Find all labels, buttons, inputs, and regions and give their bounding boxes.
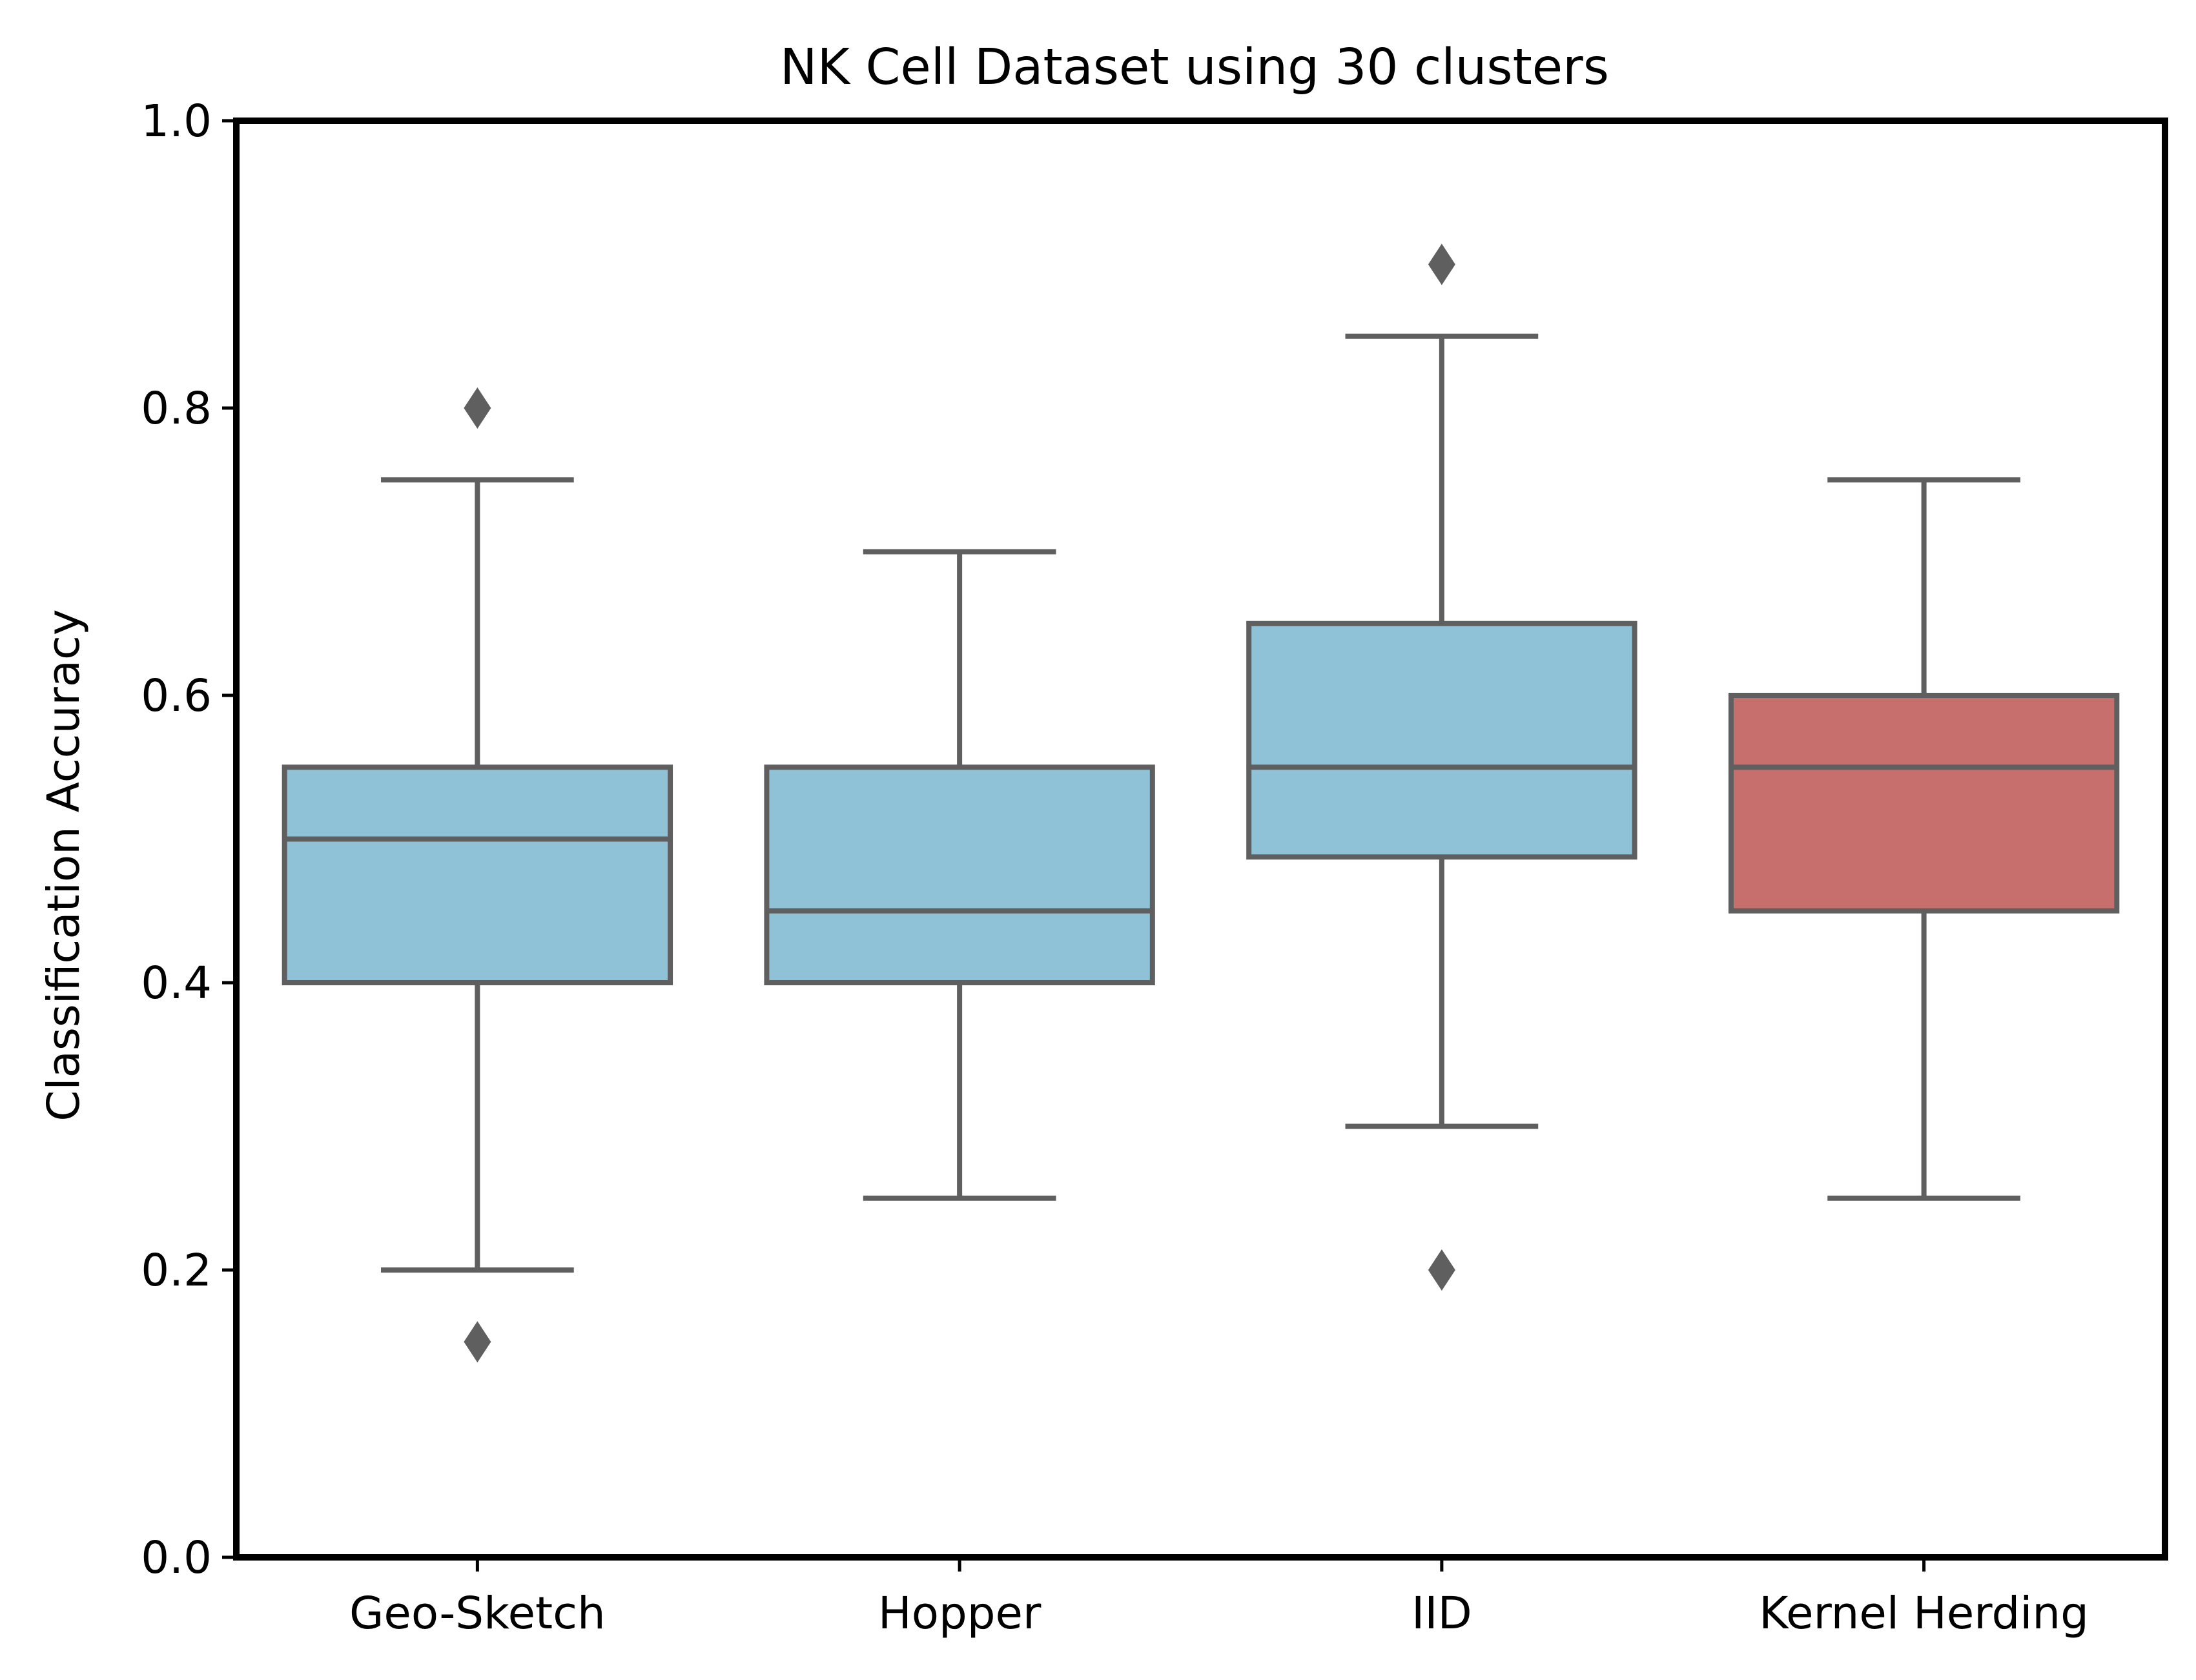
x-tick-label: Kernel Herding (1759, 1588, 2089, 1639)
axis-ticks: 0.0 0.2 0.4 0.6 0.8 1.0 Geo-Sketch Hopper IID Ker… (141, 96, 2089, 1639)
y-axis-label: Classification Accuracy (38, 609, 90, 1122)
x-tick-label: Hopper (878, 1588, 1042, 1639)
y-tick-label: 0.2 (141, 1245, 212, 1296)
x-tick-label: Geo-Sketch (349, 1588, 606, 1639)
iqr-box (764, 764, 1155, 985)
outlier-point (464, 387, 491, 429)
chart-title: NK Cell Dataset using 30 clusters (780, 39, 1609, 96)
iqr-box (1728, 693, 2120, 914)
y-tick-label: 1.0 (141, 96, 212, 147)
outlier-point (1428, 243, 1455, 285)
outlier-point (1428, 1249, 1455, 1291)
plot-area (282, 243, 2120, 1363)
box-group (282, 387, 673, 1363)
box-group (1246, 243, 1637, 1291)
box-group (1728, 477, 2120, 1201)
outlier-point (464, 1321, 491, 1363)
plot-frame (233, 118, 2168, 1561)
y-tick-label: 0.0 (141, 1532, 212, 1584)
box-group (764, 549, 1155, 1201)
y-tick-label: 0.6 (141, 670, 212, 722)
iqr-box (1246, 620, 1637, 860)
y-tick-label: 0.4 (141, 958, 212, 1009)
x-tick-label: IID (1411, 1588, 1472, 1639)
iqr-box (282, 764, 673, 985)
y-tick-label: 0.8 (141, 383, 212, 435)
